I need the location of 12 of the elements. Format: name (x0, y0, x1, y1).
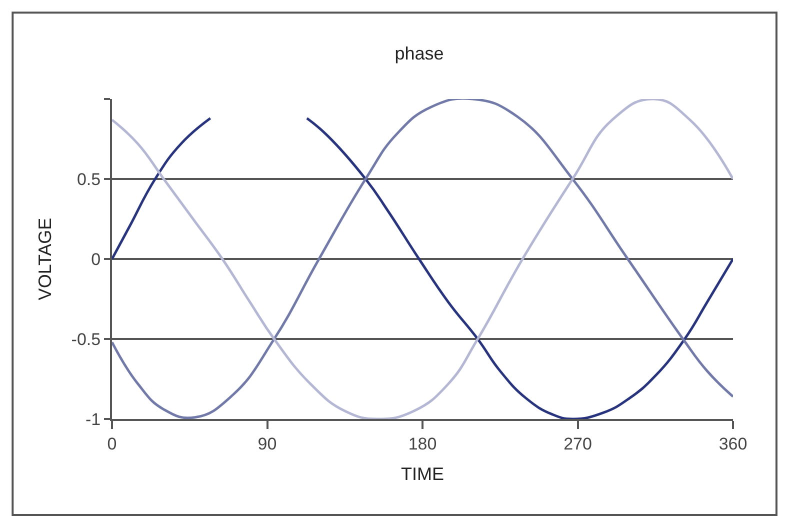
x-tick-label: 180 (408, 434, 437, 454)
x-tick-label: 0 (107, 434, 117, 454)
y-tick-label: -1 (85, 410, 101, 429)
x-tick-label: 90 (258, 434, 277, 454)
y-tick-label: -0.5 (71, 330, 101, 349)
chart-title: phase (394, 43, 444, 64)
y-tick-label: 0 (91, 250, 101, 269)
x-axis-title: TIME (401, 464, 444, 484)
y-tick-label: 0.5 (76, 170, 101, 189)
y-axis-title: VOLTAGE (35, 218, 56, 300)
x-tick-label: 270 (564, 434, 592, 454)
x-tick-label: 360 (718, 434, 748, 454)
